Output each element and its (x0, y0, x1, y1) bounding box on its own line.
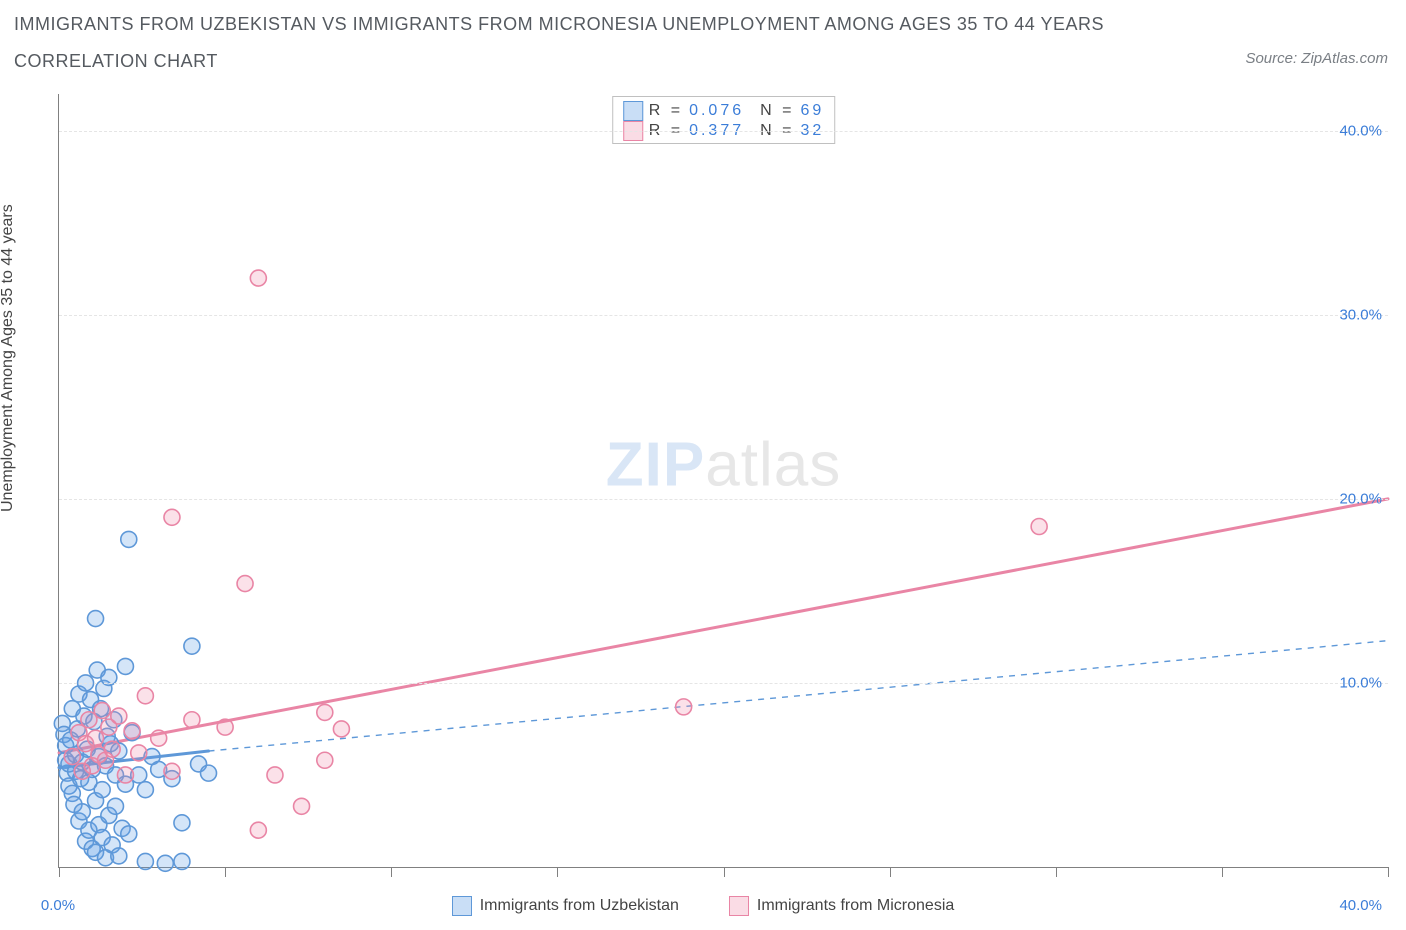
data-point (184, 638, 200, 654)
data-point (184, 712, 200, 728)
data-point (157, 855, 173, 871)
data-point (111, 708, 127, 724)
data-point (174, 815, 190, 831)
chart-title: IMMIGRANTS FROM UZBEKISTAN VS IMMIGRANTS… (14, 14, 1104, 72)
data-point (107, 798, 123, 814)
data-point (117, 767, 133, 783)
data-point (137, 853, 153, 869)
data-point (74, 804, 90, 820)
data-point (1031, 519, 1047, 535)
data-point (676, 699, 692, 715)
title-line-1: IMMIGRANTS FROM UZBEKISTAN VS IMMIGRANTS… (14, 14, 1104, 35)
swatch-blue-icon (452, 896, 472, 916)
y-tick-label: 20.0% (1339, 490, 1382, 507)
data-point (94, 782, 110, 798)
plot-area: ZIPatlas R = 0.076 N = 69 R = 0.377 N = … (58, 94, 1388, 868)
data-point (237, 576, 253, 592)
data-point (317, 752, 333, 768)
data-point (104, 741, 120, 757)
data-point (317, 704, 333, 720)
chart-container: Unemployment Among Ages 35 to 44 years Z… (14, 92, 1392, 918)
data-point (217, 719, 233, 735)
data-point (111, 848, 127, 864)
data-point (88, 730, 104, 746)
source-attribution: Source: ZipAtlas.com (1245, 50, 1388, 67)
data-point (121, 826, 137, 842)
data-point (121, 531, 137, 547)
data-point (94, 703, 110, 719)
data-point (267, 767, 283, 783)
data-point (137, 688, 153, 704)
trend-line-dashed (209, 641, 1388, 751)
swatch-pink-icon (729, 896, 749, 916)
data-point (174, 853, 190, 869)
y-tick-label: 40.0% (1339, 122, 1382, 139)
data-point (151, 730, 167, 746)
trend-line (59, 499, 1388, 753)
data-point (201, 765, 217, 781)
data-point (333, 721, 349, 737)
data-point (124, 723, 140, 739)
data-point (137, 782, 153, 798)
data-point (64, 749, 80, 765)
data-point (131, 745, 147, 761)
legend-series: Immigrants from Uzbekistan Immigrants fr… (14, 896, 1392, 916)
title-line-2: CORRELATION CHART (14, 51, 1104, 72)
data-point (88, 611, 104, 627)
data-point (294, 798, 310, 814)
data-point (164, 763, 180, 779)
plot-svg (59, 94, 1388, 867)
legend-label-pink: Immigrants from Micronesia (757, 897, 954, 915)
legend-item-pink: Immigrants from Micronesia (729, 896, 954, 916)
data-point (250, 822, 266, 838)
legend-item-blue: Immigrants from Uzbekistan (452, 896, 679, 916)
legend-label-blue: Immigrants from Uzbekistan (480, 897, 679, 915)
y-tick-label: 30.0% (1339, 306, 1382, 323)
y-tick-label: 10.0% (1339, 674, 1382, 691)
data-point (164, 509, 180, 525)
data-point (117, 658, 133, 674)
data-point (250, 270, 266, 286)
y-axis-label: Unemployment Among Ages 35 to 44 years (0, 204, 17, 512)
